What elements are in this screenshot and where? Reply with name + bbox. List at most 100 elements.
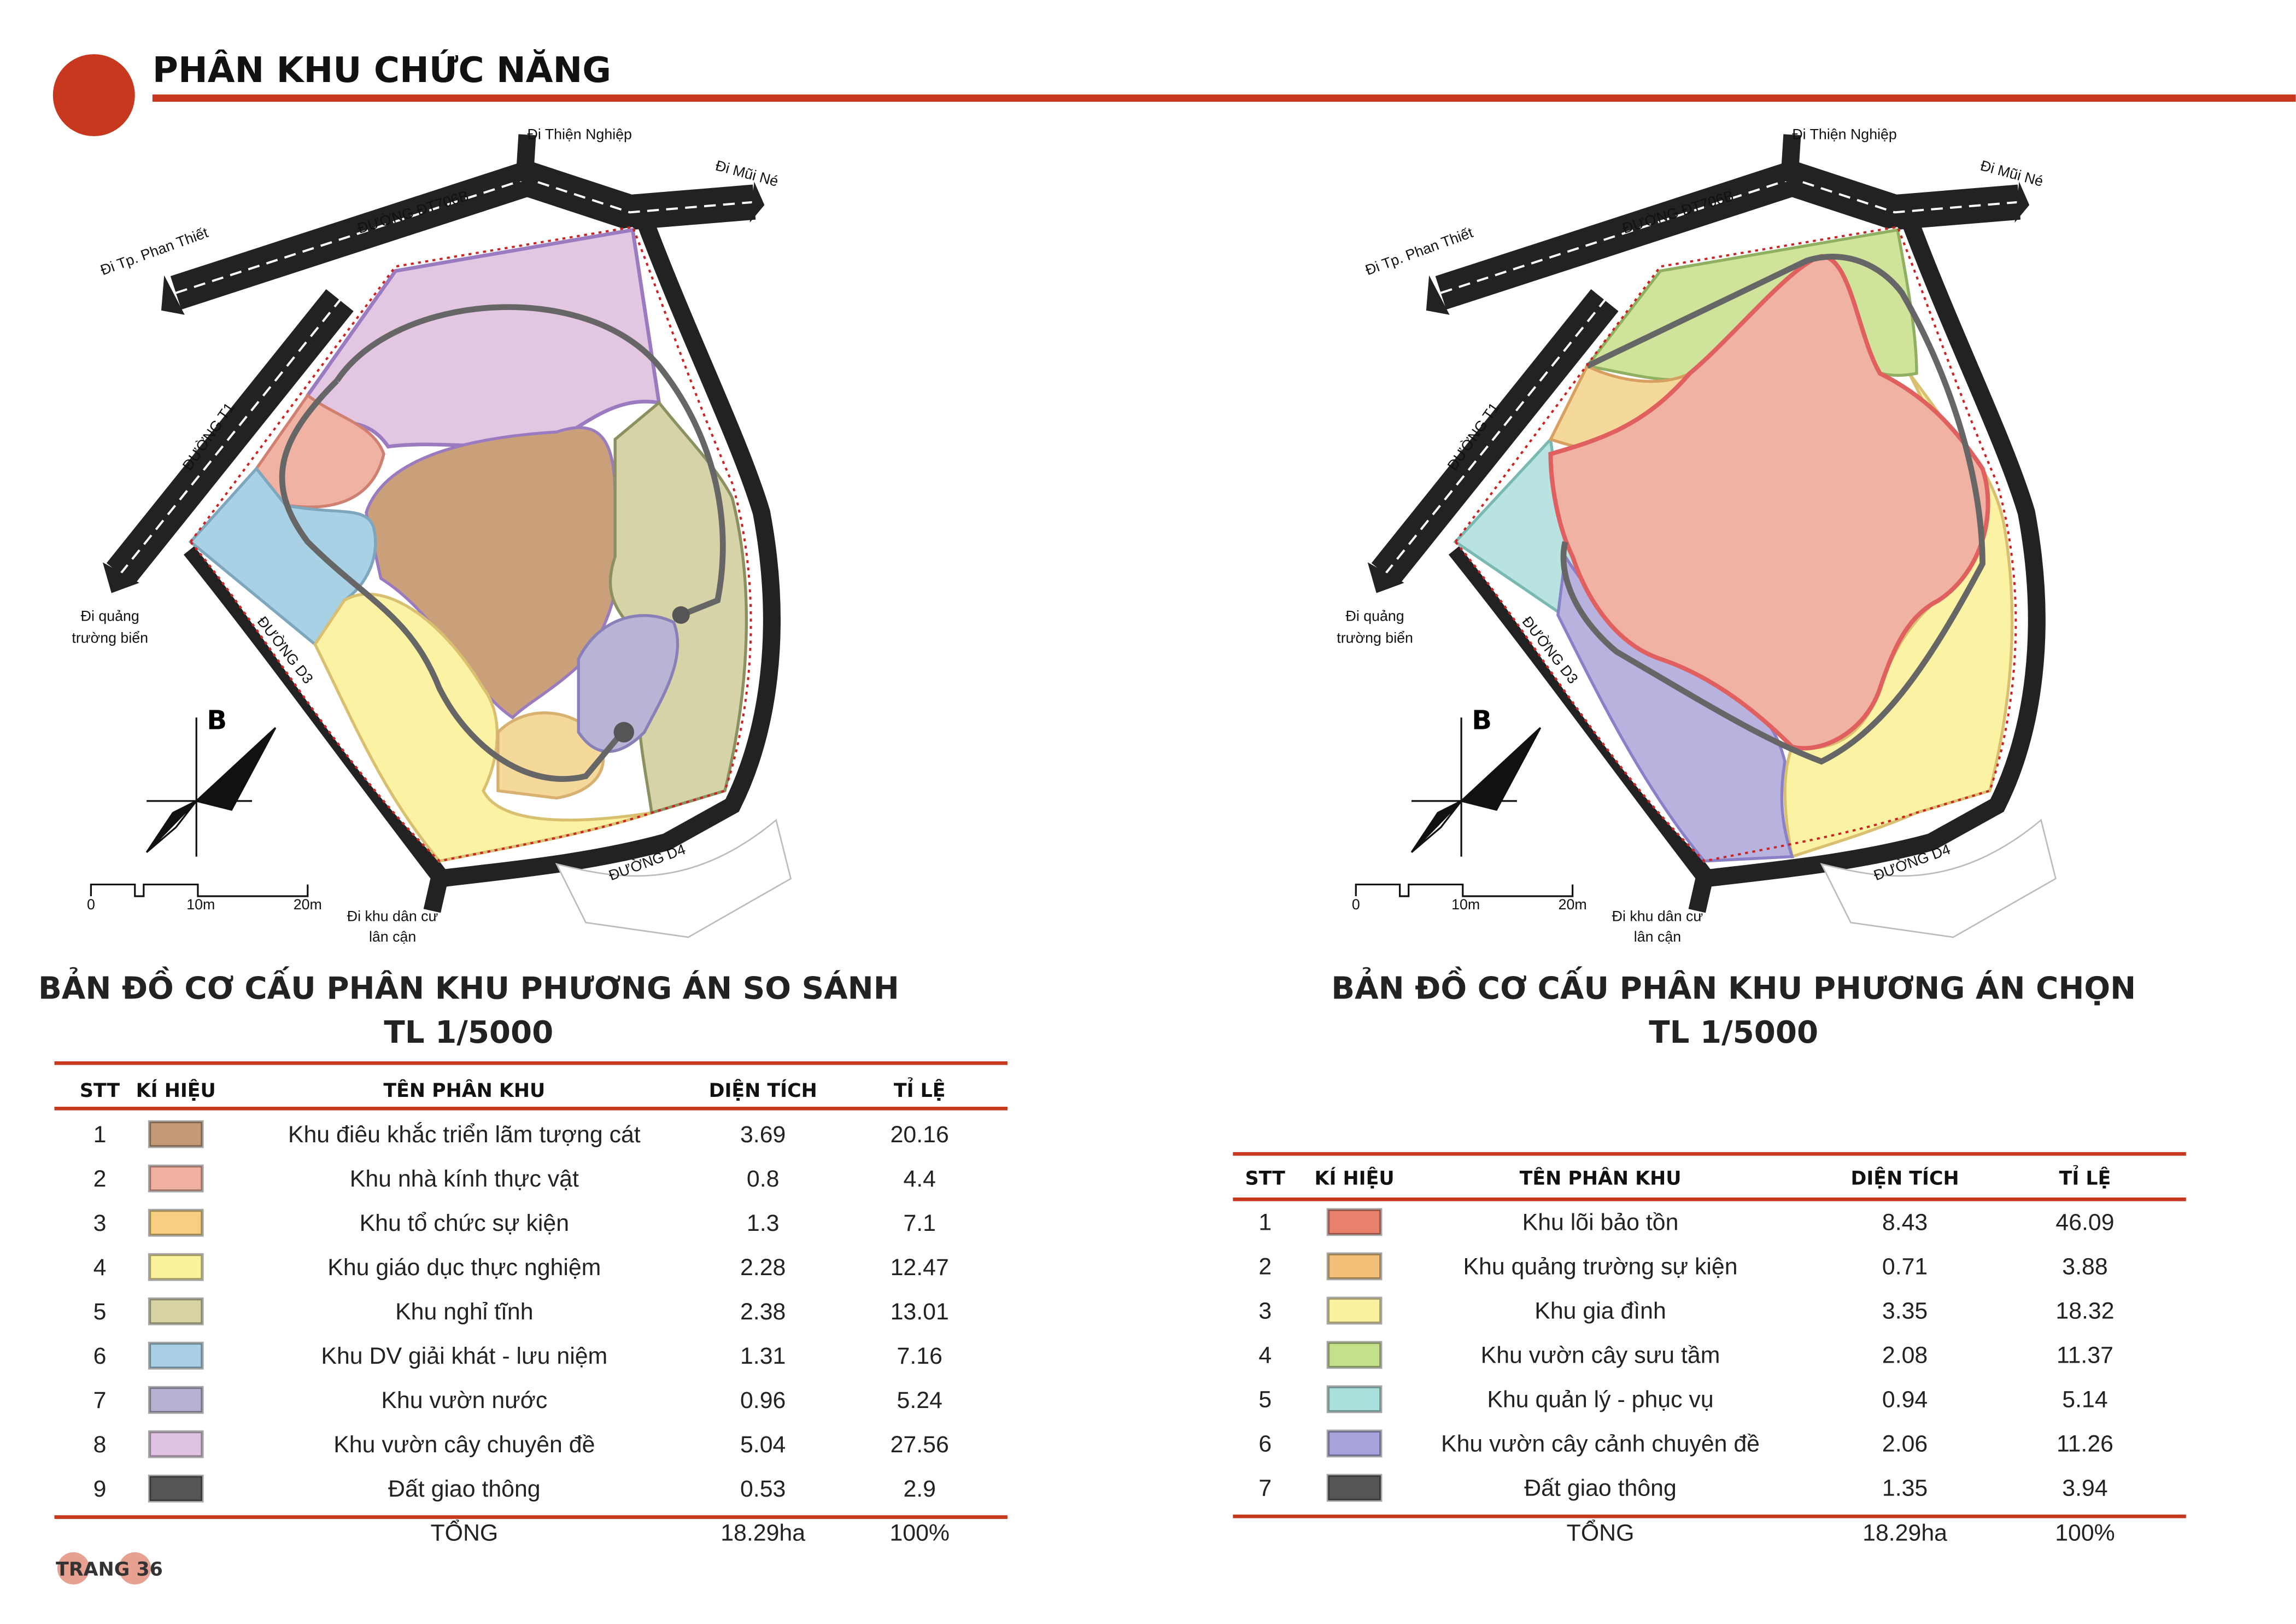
- row-area: 2.28: [740, 1254, 786, 1281]
- row-name: Khu quảng trường sự kiện: [1463, 1254, 1737, 1280]
- row-name: Khu vườn cây cảnh chuyên đề: [1441, 1431, 1760, 1457]
- map-label: 10m: [1451, 896, 1480, 913]
- row-name: Khu nghỉ tĩnh: [395, 1299, 533, 1325]
- row-ratio: 4.4: [903, 1166, 936, 1192]
- map-label: Đi Thiện Nghiệp: [527, 126, 631, 142]
- row-stt: 3: [1258, 1298, 1272, 1324]
- table-header: STT: [1245, 1168, 1286, 1190]
- header-dot: [52, 54, 135, 137]
- row-stt: 8: [93, 1432, 107, 1458]
- row-stt: 6: [1258, 1431, 1272, 1457]
- legend-swatch: [1326, 1208, 1383, 1236]
- row-stt: 4: [93, 1254, 107, 1281]
- total-ratio: 100%: [2055, 1520, 2115, 1546]
- row-area: 0.71: [1882, 1254, 1928, 1280]
- row-ratio: 5.24: [897, 1387, 942, 1413]
- row-stt: 3: [93, 1210, 107, 1236]
- table-header: TÊN PHÂN KHU: [1520, 1167, 1682, 1190]
- map-title: BẢN ĐỒ CƠ CẤU PHÂN KHU PHƯƠNG ÁN CHỌN: [1331, 965, 2136, 1006]
- row-stt: 7: [93, 1387, 107, 1413]
- header-title: PHÂN KHU CHỨC NĂNG: [153, 49, 611, 91]
- map-label: Đi khu dân cư: [347, 908, 438, 925]
- legend-swatch: [148, 1341, 204, 1370]
- row-stt: 1: [1258, 1210, 1272, 1236]
- row-name: Khu nhà kính thực vật: [350, 1166, 579, 1192]
- table-header: TỈ LỆ: [894, 1077, 946, 1102]
- map-label: Đi quảng: [81, 608, 139, 624]
- row-name: Khu vườn cây chuyên đề: [333, 1432, 595, 1458]
- legend-swatch: [1326, 1296, 1383, 1325]
- row-ratio: 5.14: [2062, 1387, 2107, 1413]
- row-ratio: 20.16: [891, 1121, 949, 1148]
- total-area: 18.29ha: [721, 1520, 805, 1546]
- row-ratio: 7.1: [903, 1210, 936, 1236]
- map-label: Đi quảng: [1346, 608, 1404, 624]
- legend-swatch: [148, 1474, 204, 1503]
- map-label: 20m: [294, 896, 322, 913]
- legend-swatch: [148, 1386, 204, 1414]
- total-ratio: 100%: [889, 1520, 950, 1546]
- row-name: Khu vườn cây sưu tầm: [1481, 1342, 1720, 1369]
- map-title: TL 1/5000: [384, 1015, 553, 1050]
- map-label: lân cận: [369, 928, 416, 945]
- row-stt: 6: [93, 1343, 107, 1369]
- table-header: KÍ HIỆU: [136, 1078, 216, 1102]
- legend-swatch: [1326, 1429, 1383, 1458]
- footer-dot: [119, 1552, 151, 1585]
- map-label: Đi Mũi Né: [1979, 157, 2045, 189]
- map-label: Đi Mũi Né: [714, 157, 780, 189]
- table-header: DIỆN TÍCH: [1850, 1166, 1959, 1190]
- total-label: TỔNG: [1567, 1518, 1635, 1546]
- map-label: 0: [87, 896, 95, 913]
- row-ratio: 18.32: [2055, 1298, 2114, 1324]
- row-area: 3.69: [740, 1121, 786, 1148]
- row-ratio: 11.26: [2057, 1431, 2113, 1457]
- row-name: Khu lõi bảo tồn: [1522, 1210, 1679, 1236]
- row-stt: 4: [1258, 1342, 1272, 1369]
- row-area: 5.04: [740, 1432, 786, 1458]
- total-label: TỔNG: [430, 1518, 498, 1546]
- table-header: KÍ HIỆU: [1315, 1166, 1395, 1190]
- legend-swatch: [1326, 1341, 1383, 1369]
- legend-swatch: [1326, 1252, 1383, 1281]
- row-area: 1.3: [747, 1210, 780, 1236]
- row-ratio: 2.9: [903, 1476, 936, 1502]
- row-ratio: 13.01: [891, 1299, 949, 1325]
- row-area: 0.94: [1882, 1387, 1928, 1413]
- row-name: Khu vườn nước: [381, 1387, 547, 1413]
- map-label: trường biển: [1337, 630, 1413, 646]
- row-name: Khu giáo dục thực nghiệm: [327, 1254, 601, 1281]
- footer-dot: [57, 1552, 90, 1585]
- row-area: 3.35: [1882, 1298, 1928, 1324]
- legend-swatch: [148, 1297, 204, 1325]
- row-ratio: 7.16: [897, 1343, 942, 1369]
- north-label: B: [1472, 705, 1492, 736]
- row-area: 2.38: [740, 1299, 786, 1325]
- map-label: 0: [1352, 896, 1360, 913]
- row-name: Đất giao thông: [388, 1476, 541, 1502]
- legend-swatch: [1326, 1474, 1383, 1502]
- row-stt: 9: [93, 1476, 107, 1502]
- table-header: DIỆN TÍCH: [709, 1078, 817, 1102]
- north-label: B: [207, 705, 227, 736]
- row-name: Khu gia đình: [1534, 1298, 1666, 1324]
- row-ratio: 27.56: [891, 1432, 949, 1458]
- table-header: STT: [80, 1080, 120, 1102]
- legend-swatch: [148, 1208, 204, 1237]
- legend-swatch: [148, 1253, 204, 1281]
- row-name: Khu tổ chức sự kiện: [360, 1210, 569, 1236]
- row-stt: 5: [93, 1299, 107, 1325]
- row-stt: 2: [1258, 1254, 1272, 1280]
- legend-swatch: [148, 1164, 204, 1193]
- row-area: 0.96: [740, 1387, 786, 1413]
- page-number: TRANG 36: [56, 1559, 163, 1581]
- total-area: 18.29ha: [1862, 1520, 1947, 1546]
- map-label: trường biển: [72, 630, 148, 646]
- map-title: TL 1/5000: [1649, 1015, 1818, 1050]
- row-stt: 5: [1258, 1387, 1272, 1413]
